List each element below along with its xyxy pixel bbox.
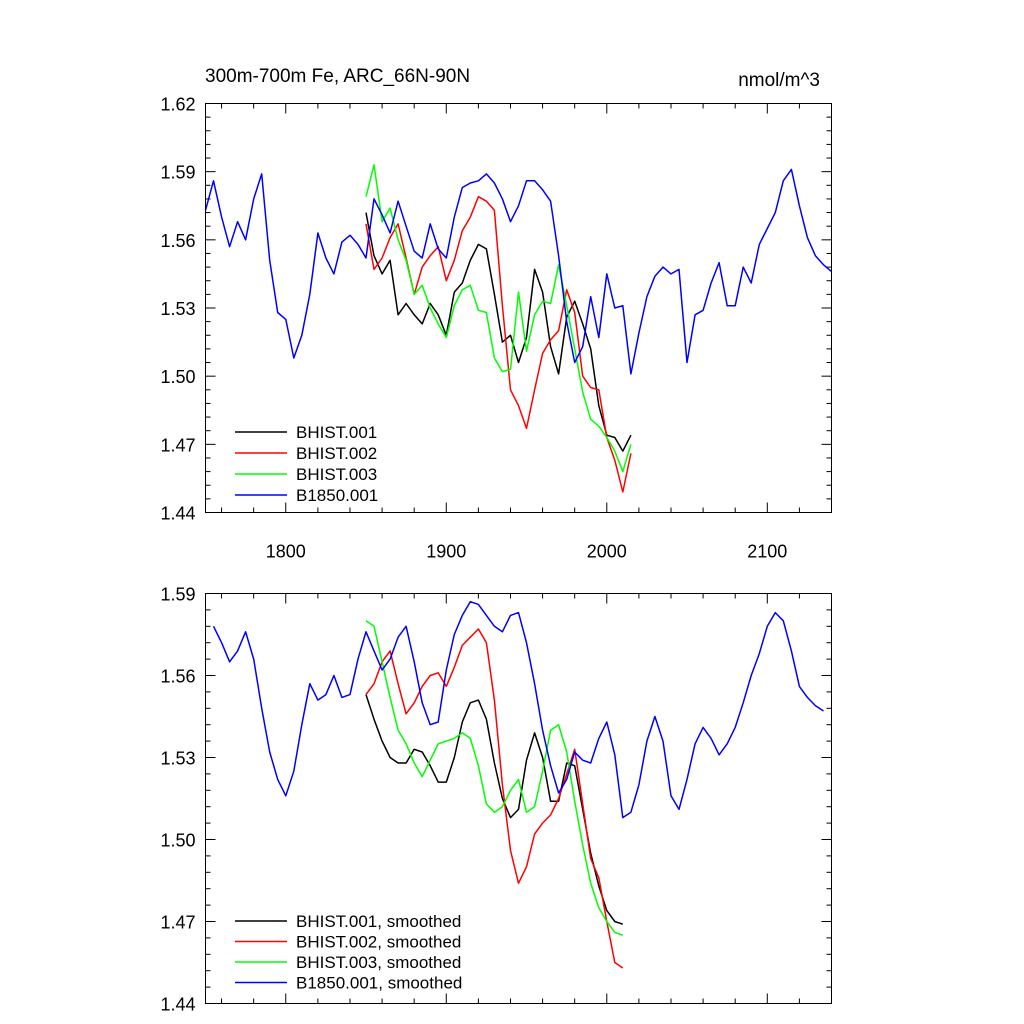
y-tick-label: 1.44	[160, 504, 195, 524]
legend-label: B1850.001	[296, 486, 378, 505]
bottom-panel-lines	[212, 600, 824, 969]
top-panel-title: 300m-700m Fe, ARC_66N-90N	[205, 66, 470, 87]
y-tick-label: 1.50	[160, 831, 195, 851]
series-line-b1850-001-smoothed	[212, 600, 824, 819]
y-tick-label: 1.56	[160, 667, 195, 687]
top-panel-frame	[205, 103, 832, 513]
top-panel-ticks: 1.44 1.47 1.50 1.53 1.56 1.59 1.62 1800 1900 2000…	[160, 95, 832, 562]
series-line-bhist-001-smoothed	[365, 694, 624, 925]
series-line-bhist-003-smoothed	[365, 620, 624, 936]
legend-label: BHIST.003, smoothed	[296, 953, 461, 972]
x-tick-label: 1900	[426, 542, 466, 562]
y-tick-label: 1.44	[160, 995, 195, 1015]
top-panel-lines	[204, 164, 832, 493]
legend-label: BHIST.003	[296, 465, 377, 484]
bottom-panel-ticks: 1.44 1.47 1.50 1.53 1.56 1.59	[160, 585, 832, 1015]
top-panel: 300m-700m Fe, ARC_66N-90N nmol/m^3 1.441…	[160, 66, 832, 562]
y-tick-label: 1.56	[160, 231, 195, 251]
y-tick-label: 1.53	[160, 749, 195, 769]
x-tick-label: 2000	[587, 542, 627, 562]
bottom-panel: 1.44 1.47 1.50 1.53 1.56 1.59 BHIST.001, smoo…	[160, 585, 832, 1015]
legend-label: BHIST.002, smoothed	[296, 933, 461, 952]
x-tick-label: 2100	[747, 542, 787, 562]
legend-label: BHIST.001, smoothed	[296, 912, 461, 931]
y-tick-label: 1.47	[160, 913, 195, 933]
legend-label: BHIST.001	[296, 423, 377, 442]
series-line-b1850-001	[204, 168, 832, 375]
series-line-bhist-002	[365, 195, 632, 493]
bottom-panel-frame	[205, 593, 832, 1004]
series-line-bhist-001	[365, 212, 632, 452]
legend-label: B1850.001, smoothed	[296, 974, 462, 993]
y-tick-label: 1.59	[160, 585, 195, 605]
top-panel-units: nmol/m^3	[738, 70, 820, 91]
y-tick-label: 1.53	[160, 299, 195, 319]
y-tick-label: 1.50	[160, 367, 195, 387]
y-tick-label: 1.62	[160, 95, 195, 115]
y-tick-label: 1.47	[160, 435, 195, 455]
legend-label: BHIST.002	[296, 444, 377, 463]
series-line-bhist-002-smoothed	[365, 628, 624, 969]
series-line-bhist-003	[365, 164, 632, 473]
y-tick-label: 1.59	[160, 163, 195, 183]
top-panel-legend: BHIST.001 BHIST.002 BHIST.003 B1850.001	[235, 423, 378, 505]
x-tick-label: 1800	[266, 542, 306, 562]
bottom-panel-legend: BHIST.001, smoothed BHIST.002, smoothedBH…	[235, 912, 462, 993]
